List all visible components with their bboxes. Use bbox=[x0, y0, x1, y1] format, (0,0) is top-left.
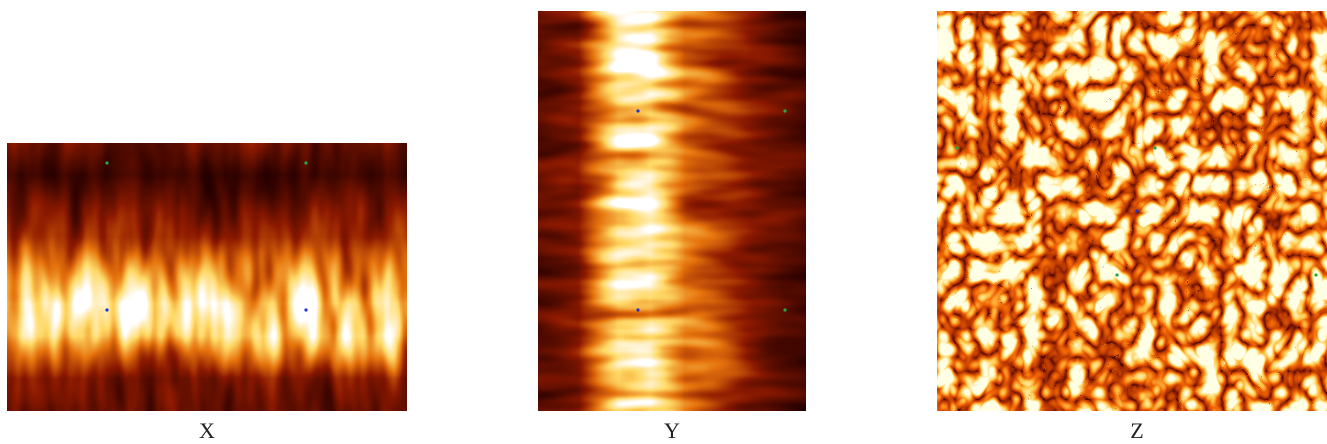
panel-z: Z bbox=[937, 11, 1327, 443]
marker bbox=[1153, 146, 1157, 150]
marker bbox=[1135, 209, 1139, 213]
panel-label: X bbox=[199, 418, 215, 443]
heatmap bbox=[538, 11, 806, 411]
marker bbox=[304, 161, 308, 165]
marker bbox=[783, 308, 787, 312]
marker bbox=[955, 146, 959, 150]
marker bbox=[304, 308, 308, 312]
heatmap bbox=[937, 11, 1327, 411]
marker bbox=[105, 161, 109, 165]
panel-x: X bbox=[7, 143, 407, 443]
marker bbox=[636, 109, 640, 113]
panel-y: Y bbox=[538, 11, 806, 443]
panel-label: Z bbox=[1130, 418, 1143, 443]
marker bbox=[1115, 273, 1119, 277]
marker bbox=[105, 308, 109, 312]
marker bbox=[636, 308, 640, 312]
marker bbox=[1314, 273, 1318, 277]
panel-label: Y bbox=[664, 418, 680, 443]
marker bbox=[783, 109, 787, 113]
heatmap bbox=[7, 143, 407, 411]
